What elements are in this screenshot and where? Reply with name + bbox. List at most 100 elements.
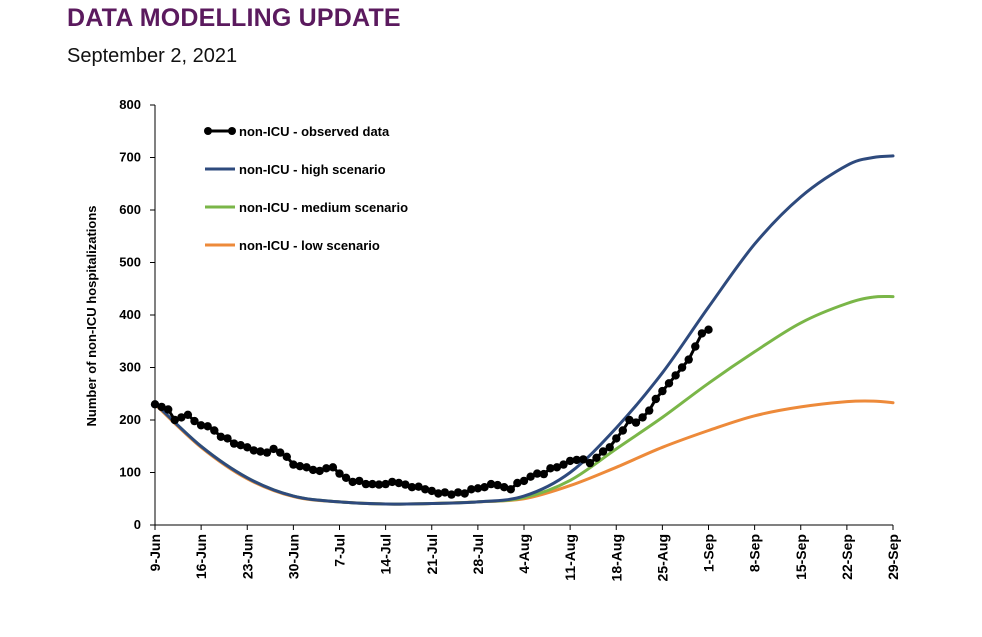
page-subtitle-date: September 2, 2021	[67, 45, 238, 67]
legend-label-non-icu-high-scenario: non-ICU - high scenario	[239, 162, 386, 177]
observed-data-point	[546, 464, 555, 473]
observed-data-point	[421, 485, 430, 494]
chart-legend: non-ICU - observed data non-ICU - high sc…	[204, 124, 408, 253]
observed-data-point	[612, 434, 621, 443]
observed-data-point	[394, 478, 403, 488]
y-tick-label: 700	[119, 150, 141, 165]
observed-data-point	[348, 477, 357, 487]
observed-data-point	[631, 418, 641, 427]
observed-data-point	[453, 488, 463, 497]
series-line-non-icu-medium-scenario	[153, 294, 895, 506]
y-tick-label: 800	[119, 97, 141, 112]
observed-data-point	[625, 415, 634, 425]
observed-data-point	[539, 469, 548, 479]
observed-data-point	[216, 432, 226, 441]
observed-data-point	[645, 406, 654, 415]
y-tick-label: 600	[119, 202, 141, 217]
y-axis-label: Number of non-ICU hospitalizations	[84, 206, 99, 427]
x-tick-label: 9-Jun	[147, 534, 163, 571]
x-tick-label: 18-Aug	[608, 534, 624, 581]
observed-data-point	[671, 371, 680, 380]
observed-data-point	[150, 400, 160, 409]
observed-data-point	[473, 484, 483, 493]
observed-data-point	[559, 460, 568, 469]
observed-data-point	[177, 413, 186, 422]
observed-data-point	[315, 466, 324, 476]
observed-data-point	[295, 462, 305, 471]
x-tick-label: 28-Jul	[470, 534, 486, 574]
observed-data-point	[249, 446, 258, 455]
x-tick-label: 8-Sep	[747, 534, 763, 572]
x-tick-label: 1-Sep	[701, 534, 717, 572]
x-tick-label: 14-Jul	[378, 534, 394, 574]
observed-data-point	[322, 464, 331, 473]
observed-data-point	[513, 478, 522, 488]
observed-data-point	[203, 422, 212, 431]
observed-data-point	[651, 394, 660, 404]
observed-data-point	[401, 480, 410, 489]
y-tick-label: 300	[119, 360, 141, 375]
observed-data-point	[341, 473, 351, 482]
y-tick-label: 200	[119, 412, 141, 427]
observed-data-point	[526, 472, 535, 481]
observed-data-point	[361, 479, 371, 489]
observed-data-point	[335, 469, 344, 478]
observed-data-point	[368, 479, 377, 489]
observed-data-point	[427, 486, 436, 496]
observed-data-point	[328, 463, 338, 472]
x-tick-label: 4-Aug	[516, 534, 532, 574]
observed-data-point	[183, 410, 193, 419]
observed-data-point	[269, 444, 278, 454]
legend-marker	[204, 127, 212, 135]
y-tick-label: 100	[119, 465, 141, 480]
legend-label-non-icu-low-scenario: non-ICU - low scenario	[239, 238, 380, 253]
x-tick-label: 22-Sep	[839, 534, 855, 580]
observed-data-point	[440, 488, 450, 497]
observed-data-point	[355, 476, 364, 486]
x-tick-label: 15-Sep	[793, 534, 809, 580]
observed-data-point	[658, 386, 667, 396]
observed-data-point	[223, 434, 232, 443]
observed-data-point	[506, 485, 515, 494]
y-tick-label: 400	[119, 307, 141, 322]
series-line-non-icu-observed-data	[153, 328, 710, 497]
y-axis-ticks: 0 100 200 300 400 500 600 700 800	[119, 97, 155, 532]
observed-data-point	[289, 460, 298, 469]
observed-data-point	[308, 465, 318, 475]
observed-data-point	[598, 447, 608, 456]
observed-data-point	[500, 483, 509, 492]
observed-data-point	[592, 453, 601, 462]
chart-series	[150, 154, 895, 506]
observed-data-point	[579, 455, 588, 464]
observed-data-point	[519, 476, 529, 486]
observed-data-point	[552, 463, 562, 472]
observed-data-point	[585, 458, 595, 468]
observed-data-point	[262, 448, 272, 457]
observed-data-point	[480, 483, 489, 492]
observed-data-point	[282, 452, 291, 461]
observed-data-point	[677, 363, 687, 372]
observed-data-point	[533, 469, 542, 478]
observed-data-point	[388, 477, 397, 487]
observed-data-point	[493, 480, 502, 490]
x-tick-label: 30-Jun	[285, 534, 301, 579]
observed-data-point	[256, 447, 265, 456]
observed-data-point	[486, 479, 496, 489]
observed-data-point	[276, 448, 285, 457]
y-tick-label: 500	[119, 255, 141, 270]
observed-data-point	[460, 489, 469, 498]
legend-label-non-icu-medium-scenario: non-ICU - medium scenario	[239, 200, 408, 215]
observed-data-point	[407, 483, 417, 492]
x-tick-label: 16-Jun	[193, 534, 209, 579]
observed-data-point	[229, 439, 239, 448]
observed-data-point	[572, 455, 581, 465]
observed-data-point	[414, 482, 423, 491]
x-tick-label: 23-Jun	[239, 534, 255, 579]
observed-data-point	[691, 342, 700, 351]
observed-data-point	[196, 421, 206, 430]
observed-data-point	[684, 355, 693, 364]
legend-marker	[228, 127, 236, 135]
observed-data-point	[434, 489, 443, 498]
observed-data-point	[210, 426, 219, 435]
